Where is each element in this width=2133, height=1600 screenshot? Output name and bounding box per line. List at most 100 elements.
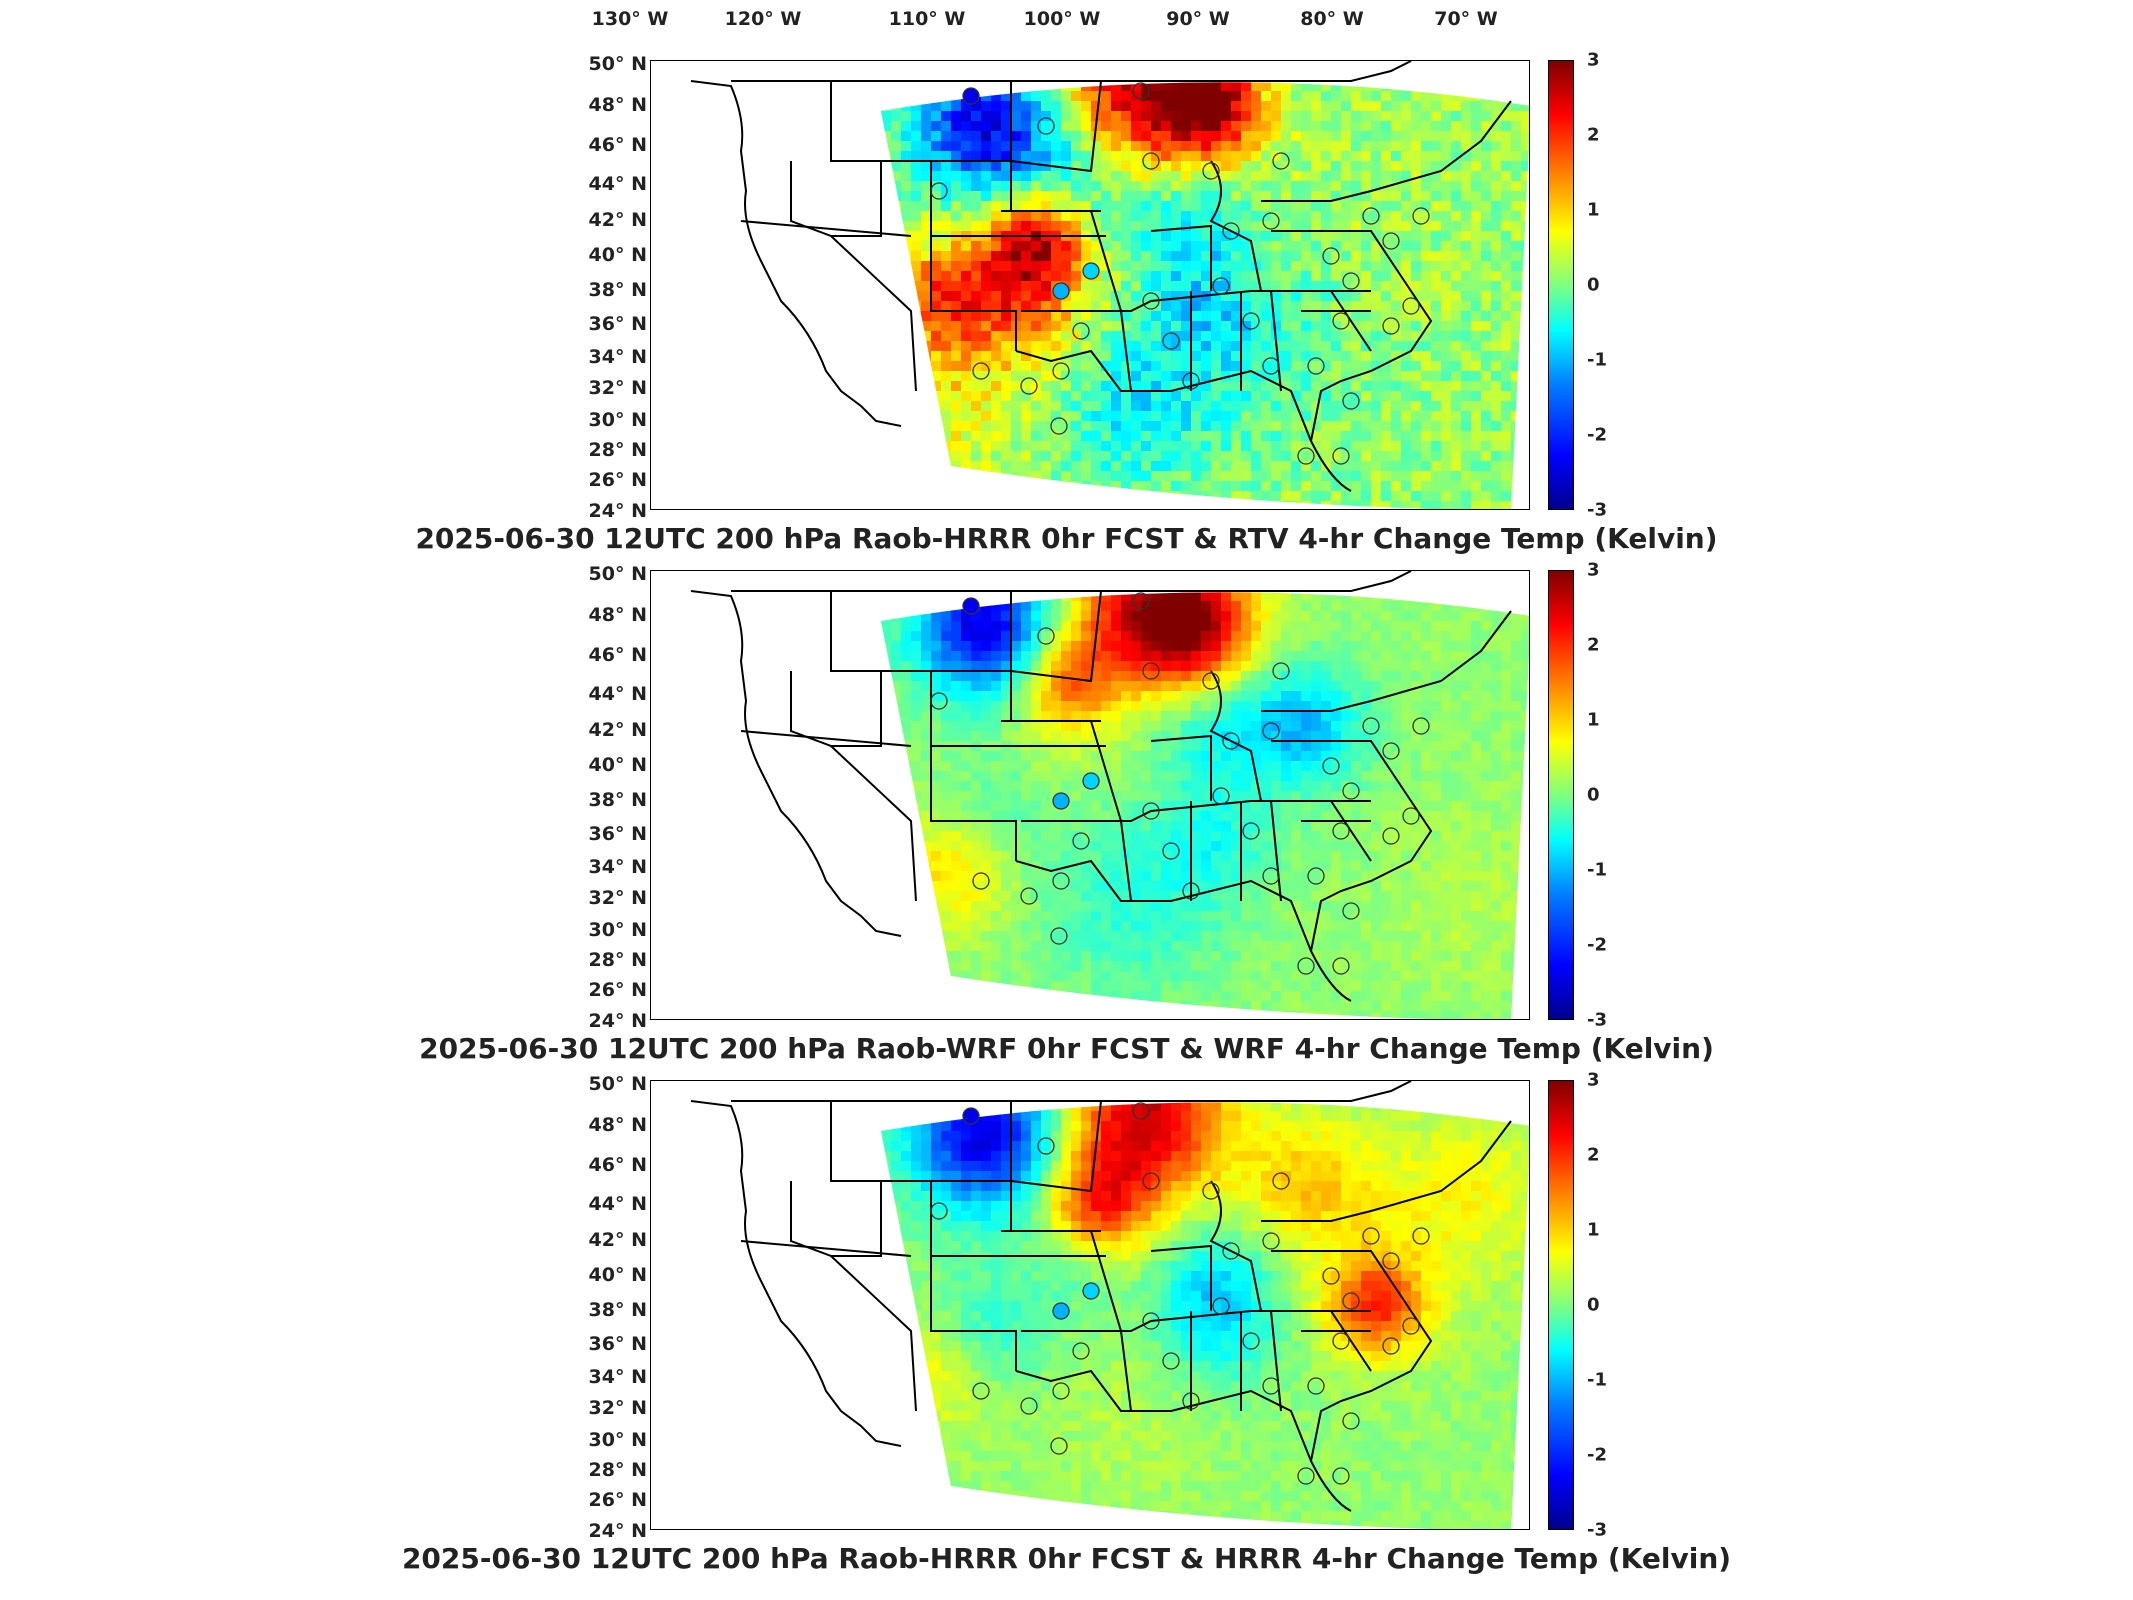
lat-label: 42° N — [588, 719, 647, 741]
raob-station-marker — [1332, 1467, 1350, 1485]
panel-title: 2025-06-30 12UTC 200 hPa Raob-HRRR 0hr F… — [415, 522, 1718, 555]
boundary-line — [690, 80, 902, 427]
raob-station-marker — [962, 87, 980, 105]
lat-label: 50° N — [588, 53, 647, 75]
raob-station-marker — [972, 362, 990, 380]
boundary-line — [830, 81, 882, 237]
map-frame — [650, 1080, 1530, 1530]
lat-label: 34° N — [588, 856, 647, 878]
lat-label: 44° N — [588, 1193, 647, 1215]
lon-label: 100° W — [1023, 8, 1101, 30]
raob-station-marker — [1222, 222, 1240, 240]
lat-label: 32° N — [588, 377, 647, 399]
raob-station-marker — [1322, 757, 1340, 775]
lat-label: 48° N — [588, 1114, 647, 1136]
lat-label: 50° N — [588, 1073, 647, 1095]
temperature-field-map — [690, 61, 1529, 509]
boundary-line — [1015, 859, 1312, 952]
raob-station-marker — [1222, 732, 1240, 750]
raob-station-marker — [1272, 1172, 1290, 1190]
raob-station-marker — [1382, 317, 1400, 335]
boundary-line — [1190, 290, 1282, 392]
raob-station-marker — [1342, 1412, 1360, 1430]
raob-station-marker — [1242, 312, 1260, 330]
boundary-line — [731, 1081, 1412, 1102]
lat-label: 30° N — [588, 409, 647, 431]
lat-label: 46° N — [588, 134, 647, 156]
raob-station-marker — [1297, 447, 1315, 465]
raob-station-marker — [1307, 867, 1325, 885]
raob-station-marker — [1202, 162, 1220, 180]
raob-station-marker — [1342, 272, 1360, 290]
boundary-line — [1120, 1330, 1132, 1412]
raob-station-marker — [1182, 372, 1200, 390]
lat-label: 50° N — [588, 563, 647, 585]
lat-label: 28° N — [588, 949, 647, 971]
raob-station-marker — [962, 597, 980, 615]
raob-station-marker — [1382, 1337, 1400, 1355]
lat-label: 32° N — [588, 887, 647, 909]
lat-label: 38° N — [588, 1299, 647, 1321]
raob-station-marker — [1020, 1397, 1038, 1415]
raob-station-marker — [1297, 957, 1315, 975]
raob-station-marker — [1382, 1252, 1400, 1270]
boundary-line — [1301, 290, 1372, 352]
raob-station-marker — [1052, 362, 1070, 380]
lon-label: 80° W — [1300, 8, 1364, 30]
raob-station-marker — [1272, 152, 1290, 170]
raob-station-marker — [1162, 1352, 1180, 1370]
lon-label: 110° W — [888, 8, 966, 30]
map-panel-3: 2025-06-30 12UTC 200 hPa Raob-HRRR 0hr F… — [0, 1070, 2133, 1600]
raob-station-marker — [1362, 207, 1380, 225]
raob-station-marker — [1212, 787, 1230, 805]
raob-station-marker — [1050, 417, 1068, 435]
lat-label: 38° N — [588, 789, 647, 811]
raob-station-marker — [1412, 1227, 1430, 1245]
temperature-field-map — [690, 571, 1529, 1019]
colorbar-tick-label: -1 — [1587, 349, 1607, 371]
boundary-line — [1120, 820, 1132, 902]
colorbar-tick-label: -2 — [1587, 934, 1607, 956]
lat-label: 26° N — [588, 469, 647, 491]
raob-station-marker — [1162, 842, 1180, 860]
boundary-line — [740, 730, 912, 747]
lat-label: 44° N — [588, 683, 647, 705]
lat-label: 36° N — [588, 823, 647, 845]
colorbar-tick-label: 0 — [1587, 1294, 1600, 1316]
boundary-line — [1021, 800, 1371, 822]
raob-station-marker — [1332, 822, 1350, 840]
lat-label: 30° N — [588, 919, 647, 941]
raob-station-marker — [1307, 357, 1325, 375]
map-frame — [650, 60, 1530, 510]
raob-station-marker — [1052, 282, 1070, 300]
boundary-line — [830, 1101, 882, 1257]
panel-title: 2025-06-30 12UTC 200 hPa Raob-WRF 0hr FC… — [419, 1032, 1714, 1065]
lat-label: 24° N — [588, 500, 647, 522]
raob-station-marker — [1342, 902, 1360, 920]
raob-station-marker — [930, 182, 948, 200]
boundary-line — [1010, 590, 1102, 683]
lat-label: 24° N — [588, 1520, 647, 1542]
raob-station-marker — [1202, 672, 1220, 690]
raob-station-marker — [1132, 592, 1150, 610]
boundary-line — [1010, 1100, 1102, 1193]
raob-station-marker — [1142, 1172, 1160, 1190]
raob-station-marker — [1402, 297, 1420, 315]
boundary-line — [1261, 1120, 1512, 1222]
lat-label: 42° N — [588, 209, 647, 231]
raob-station-marker — [1142, 802, 1160, 820]
map-panel-2: 2025-06-30 12UTC 200 hPa Raob-WRF 0hr FC… — [0, 560, 2133, 1090]
colorbar — [1548, 60, 1574, 510]
raob-station-marker — [1142, 662, 1160, 680]
colorbar-tick-label: 1 — [1587, 709, 1600, 731]
raob-station-marker — [1322, 1267, 1340, 1285]
raob-station-marker — [930, 692, 948, 710]
colorbar-tick-label: -3 — [1587, 1009, 1607, 1031]
raob-station-marker — [1362, 717, 1380, 735]
raob-station-marker — [1262, 722, 1280, 740]
lat-label: 46° N — [588, 1154, 647, 1176]
boundary-line — [1190, 1310, 1282, 1412]
boundary-line — [1010, 80, 1102, 173]
lat-label: 34° N — [588, 1366, 647, 1388]
colorbar-tick-label: -2 — [1587, 1444, 1607, 1466]
